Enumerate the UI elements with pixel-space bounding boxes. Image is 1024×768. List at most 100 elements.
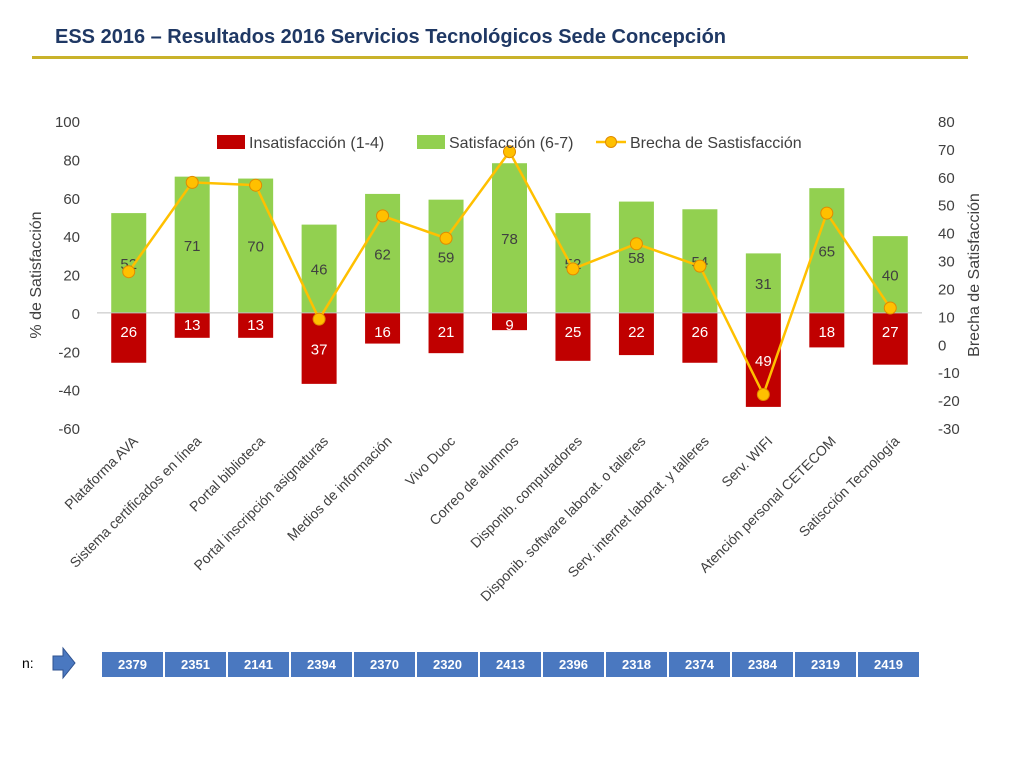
brecha-point [249, 178, 263, 192]
data-label-satisfaccion: 65 [818, 244, 835, 261]
n-cell: 2413 [479, 651, 542, 678]
n-cell: 2384 [731, 651, 794, 678]
x-tick-label: Serv. internet laborat. y talleres [564, 433, 712, 581]
data-label-insatisfaccion: 49 [755, 353, 772, 370]
y2-axis-title: Brecha de Satisfacción [966, 193, 983, 357]
bar-satisfaccion [111, 213, 147, 313]
y-tick-label: 100 [55, 114, 80, 131]
y-tick-label: 80 [63, 152, 80, 169]
data-label-satisfaccion: 59 [438, 249, 455, 266]
x-tick-label: Atención personal CETECOM [696, 433, 839, 576]
y-tick-label: 60 [63, 191, 80, 208]
y2-tick-label: 40 [938, 226, 955, 243]
n-cell: 2394 [290, 651, 353, 678]
n-cell: 2141 [227, 651, 290, 678]
data-label-insatisfaccion: 16 [374, 324, 391, 341]
n-cell: 2320 [416, 651, 479, 678]
combo-chart: 100806040200-20-40-6080706050403020100-1… [28, 114, 983, 604]
bar-satisfaccion [428, 199, 464, 313]
data-label-satisfaccion: 62 [374, 246, 391, 263]
data-label-insatisfaccion: 21 [438, 324, 455, 341]
y-tick-label: 0 [72, 306, 80, 323]
bar-insatisfaccion [238, 312, 274, 338]
bar-insatisfaccion [872, 312, 908, 365]
data-label-insatisfaccion: 9 [505, 317, 513, 334]
n-cell: 2419 [857, 651, 920, 678]
page-title: ESS 2016 – Resultados 2016 Servicios Tec… [55, 26, 727, 48]
y-axis-title: % de Satisfacción [28, 211, 45, 338]
y2-tick-label: 70 [938, 142, 955, 159]
y2-tick-label: -30 [938, 421, 960, 438]
brecha-point [376, 209, 390, 223]
x-tick-label: Medios de información [284, 433, 395, 544]
n-table: 2379 2351 2141 2394 2370 2320 2413 2396 2318 2374… [101, 651, 920, 678]
n-cell: 2319 [794, 651, 857, 678]
data-label-satisfaccion: 46 [311, 262, 328, 279]
legend-label: Brecha de Sastisfacción [630, 135, 802, 152]
y2-tick-label: 30 [938, 254, 955, 271]
n-cell: 2318 [605, 651, 668, 678]
brecha-point [185, 175, 199, 189]
brecha-point [693, 259, 707, 273]
n-cell: 2374 [668, 651, 731, 678]
brecha-point [503, 145, 516, 159]
data-label-satisfaccion: 71 [184, 238, 201, 255]
data-label-insatisfaccion: 25 [565, 324, 582, 341]
legend-swatch [217, 135, 245, 149]
brecha-point [312, 312, 326, 326]
brecha-point [629, 237, 643, 251]
data-label-satisfaccion: 58 [628, 250, 645, 267]
title-underline [32, 56, 968, 59]
n-cell: 2396 [542, 651, 605, 678]
data-label-satisfaccion: 70 [247, 239, 264, 256]
n-cell: 2379 [101, 651, 164, 678]
brecha-point [439, 231, 453, 245]
bar-satisfaccion [238, 178, 274, 313]
x-tick-label: Sistema certificados en línea [66, 433, 204, 571]
n-cell: 2370 [353, 651, 416, 678]
brecha-point [756, 388, 770, 402]
y2-tick-label: -10 [938, 365, 960, 382]
bar-satisfaccion [492, 163, 527, 313]
y-tick-label: 40 [63, 229, 80, 246]
bar-satisfaccion [618, 201, 654, 313]
data-label-insatisfaccion: 26 [120, 324, 137, 341]
y-tick-label: 20 [63, 268, 80, 285]
bar-insatisfaccion [428, 312, 464, 354]
x-tick-label: Disponib. computadores [467, 433, 585, 551]
brecha-point [820, 206, 834, 220]
bar-insatisfaccion [365, 312, 401, 344]
y2-tick-label: 80 [938, 114, 955, 131]
y2-tick-label: -20 [938, 393, 960, 410]
data-label-insatisfaccion: 27 [882, 324, 899, 341]
n-cell: 2351 [164, 651, 227, 678]
data-label-insatisfaccion: 26 [692, 324, 709, 341]
y2-tick-label: 0 [938, 337, 946, 354]
bar-insatisfaccion [682, 312, 718, 363]
x-tick-label: Portal inscripción asignaturas [191, 433, 332, 574]
data-label-insatisfaccion: 37 [311, 341, 328, 358]
y-tick-label: -40 [58, 383, 80, 400]
data-label-insatisfaccion: 13 [184, 317, 201, 334]
y-tick-label: -60 [58, 421, 80, 438]
bar-insatisfaccion [618, 312, 654, 356]
bar-insatisfaccion [174, 312, 210, 338]
bar-satisfaccion [745, 253, 781, 313]
bar-insatisfaccion [492, 312, 527, 331]
data-label-satisfaccion: 31 [755, 276, 772, 293]
y2-tick-label: 50 [938, 198, 955, 215]
legend-label: Satisfacción (6-7) [449, 135, 574, 152]
legend-swatch [417, 135, 445, 149]
brecha-point [883, 301, 897, 315]
y2-tick-label: 60 [938, 170, 955, 187]
brecha-point [122, 265, 136, 279]
right-arrow-icon [52, 646, 76, 680]
data-label-satisfaccion: 78 [501, 231, 518, 248]
brecha-point [566, 262, 580, 276]
data-label-insatisfaccion: 22 [628, 324, 645, 341]
bar-insatisfaccion [555, 312, 591, 361]
legend-label: Insatisfacción (1-4) [249, 135, 384, 152]
bar-satisfaccion [872, 236, 908, 313]
x-tick-label: Serv. WIFI [718, 433, 775, 490]
n-label: n: [22, 655, 34, 671]
